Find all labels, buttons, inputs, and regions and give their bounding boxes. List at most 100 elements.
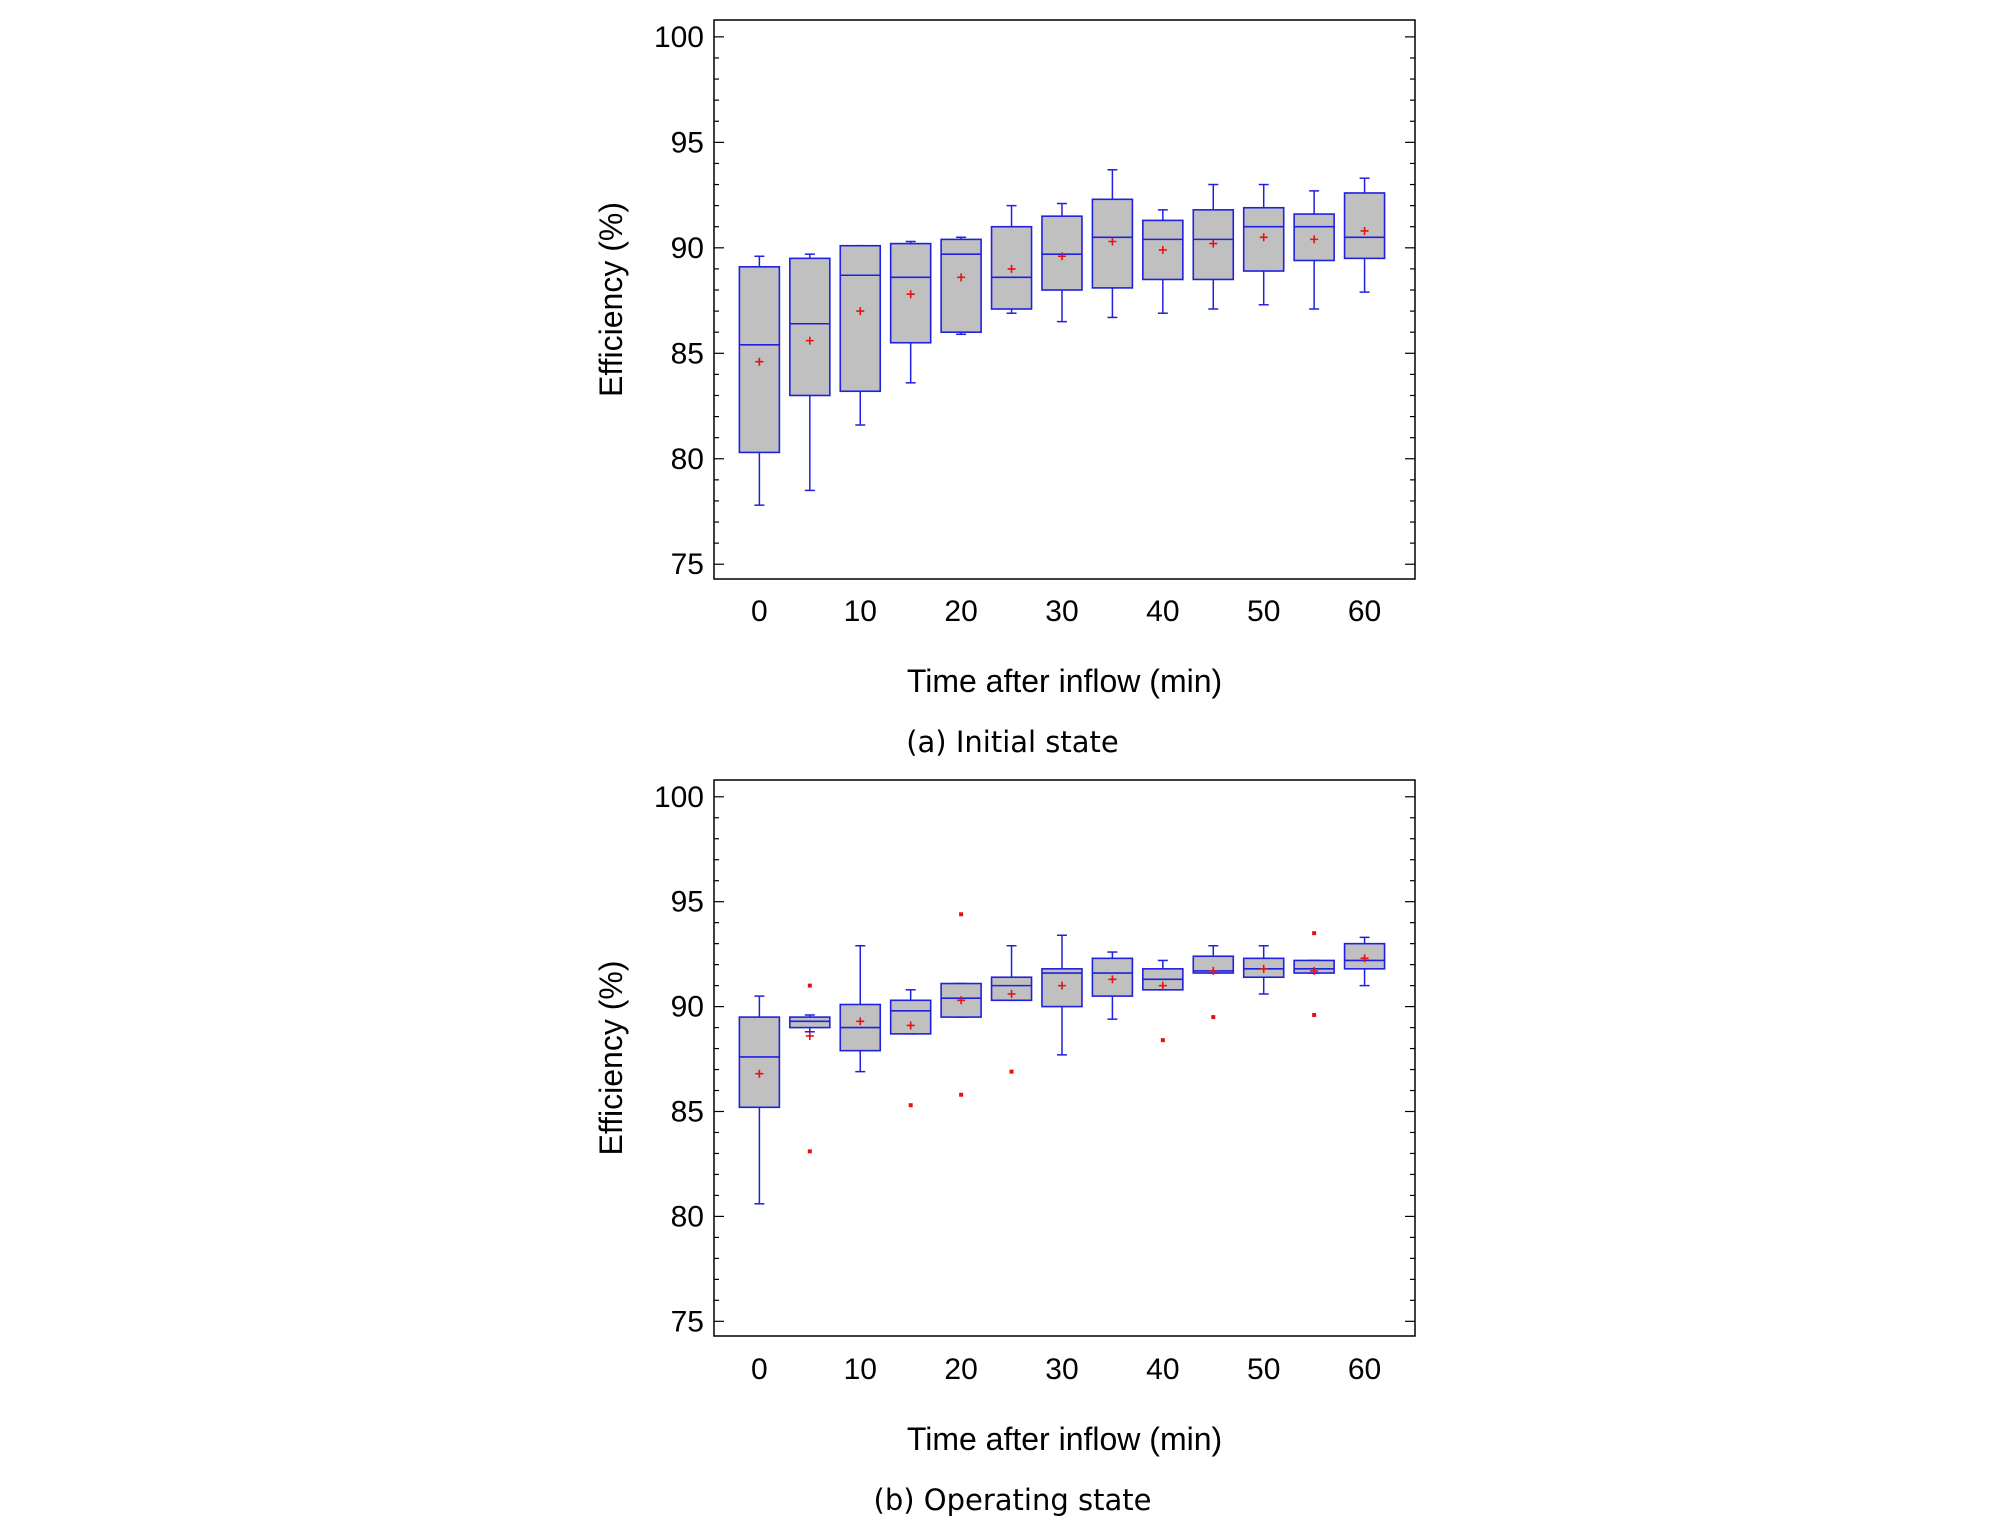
x-tick-label: 50 — [1247, 595, 1280, 628]
outlier-point — [959, 1092, 964, 1097]
mean-marker — [755, 1069, 764, 1078]
mean-marker — [1209, 966, 1218, 975]
mean-marker — [1209, 239, 1218, 248]
x-tick-label: 0 — [751, 1353, 768, 1386]
outlier-point — [1312, 931, 1317, 936]
y-tick-label: 75 — [671, 1305, 704, 1338]
box-40 — [1142, 209, 1184, 314]
y-tick-label: 85 — [671, 337, 704, 370]
outlier-point — [1160, 1038, 1165, 1043]
box-15 — [889, 240, 932, 384]
mean-marker — [1360, 954, 1369, 963]
x-tick-label: 50 — [1247, 1353, 1280, 1386]
x-tick-label: 40 — [1146, 595, 1179, 628]
box-20 — [940, 912, 982, 1097]
mean-marker — [906, 1021, 915, 1030]
chart-panel-b: 75 80 85 90 95 100 0 10 20 30 40 50 60 Time after inf… — [593, 779, 1416, 1517]
box-55 — [1293, 931, 1335, 1017]
x-tick-label: 10 — [844, 1353, 877, 1386]
mean-marker — [1007, 264, 1016, 273]
mean-marker — [1259, 964, 1268, 973]
box-60 — [1343, 177, 1386, 293]
y-tick-label: 95 — [671, 886, 704, 919]
x-tick-label: 10 — [844, 595, 877, 628]
box-0 — [738, 255, 781, 506]
x-tick-label: 20 — [944, 1353, 977, 1386]
y-tick-label: 80 — [671, 443, 704, 476]
x-tick-label: 20 — [944, 595, 977, 628]
box-iqr — [839, 244, 882, 393]
mean-marker — [1108, 975, 1117, 984]
x-tick-label: 30 — [1045, 595, 1078, 628]
outlier-point — [908, 1103, 913, 1108]
box-40 — [1142, 959, 1184, 1043]
y-tick-label: 95 — [671, 126, 704, 159]
box-10 — [839, 244, 882, 426]
mean-marker — [1259, 233, 1268, 242]
y-axis-title: Efficiency (%) — [593, 960, 629, 1155]
box-10 — [839, 945, 882, 1073]
mean-marker — [1310, 966, 1319, 975]
box-iqr — [1343, 192, 1386, 260]
y-tick-label: 100 — [654, 781, 704, 814]
box-iqr — [1293, 213, 1335, 262]
mean-marker — [856, 1017, 865, 1026]
y-axis-title: Efficiency (%) — [593, 202, 629, 397]
mean-marker — [1158, 981, 1167, 990]
box-30 — [1041, 934, 1083, 1056]
box-35 — [1091, 951, 1134, 1020]
box-45 — [1192, 183, 1235, 310]
mean-marker — [805, 1031, 814, 1040]
mean-marker — [1057, 981, 1066, 990]
mean-marker — [1158, 245, 1167, 254]
box-0 — [738, 995, 781, 1205]
x-tick-label: 40 — [1146, 1353, 1179, 1386]
box-35 — [1091, 169, 1134, 319]
x-tick-label: 60 — [1348, 595, 1381, 628]
mean-marker — [856, 307, 865, 316]
box-iqr — [789, 257, 831, 397]
box-5 — [789, 983, 831, 1154]
plot-frame — [713, 779, 1416, 1337]
chart-panel-a: 75 80 85 90 95 100 0 10 20 30 40 50 60 Time after inf… — [593, 19, 1416, 759]
x-axis-title: Time after inflow (min) — [907, 663, 1222, 699]
panel-caption: (b) Operating state — [874, 1483, 1152, 1517]
outlier-point — [807, 1149, 812, 1154]
box-iqr — [789, 1016, 831, 1029]
y-tick-label: 90 — [671, 991, 704, 1024]
plot-frame — [713, 19, 1416, 580]
outlier-point — [1211, 1015, 1216, 1020]
y-tick-label: 85 — [671, 1096, 704, 1129]
box-55 — [1293, 190, 1335, 310]
mean-marker — [1360, 226, 1369, 235]
panel-caption: (a) Initial state — [906, 725, 1119, 759]
box-25 — [990, 945, 1033, 1074]
mean-marker — [957, 996, 966, 1005]
mean-marker — [906, 290, 915, 299]
box-5 — [789, 253, 831, 492]
outlier-point — [959, 912, 964, 917]
mean-marker — [1310, 235, 1319, 244]
box-iqr — [1091, 198, 1134, 289]
mean-marker — [1007, 990, 1016, 999]
y-tick-label: 75 — [671, 548, 704, 581]
box-45 — [1192, 945, 1235, 1020]
x-tick-label: 0 — [751, 595, 768, 628]
box-iqr — [940, 982, 982, 1018]
outlier-point — [807, 983, 812, 988]
box-20 — [940, 236, 982, 336]
x-tick-label: 30 — [1045, 1353, 1078, 1386]
mean-marker — [1108, 237, 1117, 246]
mean-marker — [957, 273, 966, 282]
y-tick-label: 90 — [671, 232, 704, 265]
box-iqr — [990, 976, 1033, 1002]
box-15 — [889, 989, 932, 1108]
box-30 — [1041, 202, 1083, 323]
box-25 — [990, 204, 1033, 314]
mean-marker — [755, 357, 764, 366]
outlier-point — [1312, 1012, 1317, 1017]
y-tick-label: 100 — [654, 21, 704, 54]
y-tick-label: 80 — [671, 1200, 704, 1233]
box-50 — [1242, 183, 1285, 306]
